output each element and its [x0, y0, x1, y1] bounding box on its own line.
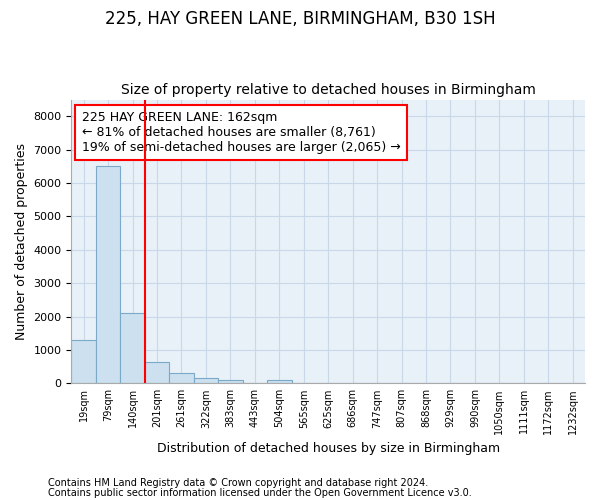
Bar [96, 166, 121, 384]
Bar [169, 374, 194, 384]
X-axis label: Distribution of detached houses by size in Birmingham: Distribution of detached houses by size … [157, 442, 500, 455]
Text: 225 HAY GREEN LANE: 162sqm
← 81% of detached houses are smaller (8,761)
19% of s: 225 HAY GREEN LANE: 162sqm ← 81% of deta… [82, 111, 400, 154]
Bar [145, 362, 169, 384]
Y-axis label: Number of detached properties: Number of detached properties [15, 143, 28, 340]
Bar [194, 378, 218, 384]
Text: Contains public sector information licensed under the Open Government Licence v3: Contains public sector information licen… [48, 488, 472, 498]
Bar [121, 313, 145, 384]
Text: 225, HAY GREEN LANE, BIRMINGHAM, B30 1SH: 225, HAY GREEN LANE, BIRMINGHAM, B30 1SH [104, 10, 496, 28]
Bar [218, 380, 242, 384]
Text: Contains HM Land Registry data © Crown copyright and database right 2024.: Contains HM Land Registry data © Crown c… [48, 478, 428, 488]
Bar [71, 340, 96, 384]
Bar [267, 380, 292, 384]
Title: Size of property relative to detached houses in Birmingham: Size of property relative to detached ho… [121, 83, 536, 97]
